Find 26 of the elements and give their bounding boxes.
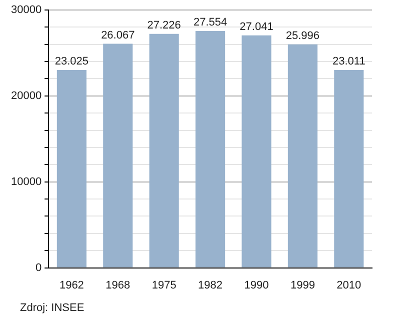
bar xyxy=(56,70,86,268)
bar xyxy=(288,44,318,268)
bar xyxy=(149,34,179,268)
text: Zdroj: INSEE xyxy=(20,302,84,314)
data-label: 27.554 xyxy=(193,16,228,29)
x-tick-label: 2010 xyxy=(336,279,362,292)
bar xyxy=(196,31,226,268)
y-tick-label: 0 xyxy=(35,262,42,274)
x-tick-label: 1982 xyxy=(198,279,223,292)
x-tick-label: 1962 xyxy=(59,279,84,292)
data-label: 23.025 xyxy=(54,55,89,68)
data-label: 25.996 xyxy=(286,30,320,42)
y-tick-label: 10000 xyxy=(10,176,42,188)
x-tick-label: 1990 xyxy=(244,279,269,292)
x-tick-label: 1999 xyxy=(290,279,315,292)
bar xyxy=(334,70,364,268)
data-label: 27.041 xyxy=(240,20,274,33)
x-tick-label: 1975 xyxy=(152,279,176,292)
x-tick-label: 1968 xyxy=(106,279,130,292)
data-label: 26.067 xyxy=(101,29,135,42)
y-tick-label: 20000 xyxy=(10,90,42,102)
bar xyxy=(103,44,133,268)
data-label: 23.011 xyxy=(332,56,366,68)
y-tick-label: 30000 xyxy=(10,4,42,16)
bar xyxy=(242,35,272,268)
data-label: 27.226 xyxy=(147,19,181,32)
